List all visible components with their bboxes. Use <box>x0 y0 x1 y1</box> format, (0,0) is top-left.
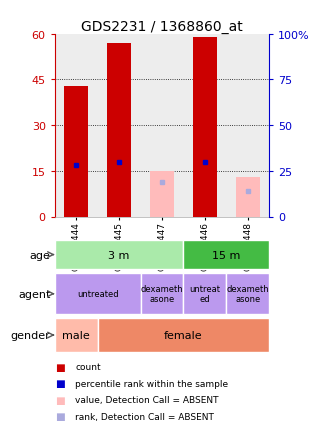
Title: GDS2231 / 1368860_at: GDS2231 / 1368860_at <box>81 20 243 34</box>
Text: value, Detection Call = ABSENT: value, Detection Call = ABSENT <box>75 395 218 404</box>
Bar <box>150 171 174 217</box>
Text: ■: ■ <box>55 362 64 372</box>
Bar <box>193 38 217 217</box>
Text: gender: gender <box>11 330 50 340</box>
Bar <box>183 273 226 315</box>
Bar <box>98 35 141 217</box>
Bar <box>236 178 259 217</box>
Text: age: age <box>30 250 50 260</box>
Text: dexameth
asone: dexameth asone <box>141 284 183 304</box>
Text: rank, Detection Call = ABSENT: rank, Detection Call = ABSENT <box>75 412 214 421</box>
Text: agent: agent <box>18 289 50 299</box>
Text: 15 m: 15 m <box>212 250 240 260</box>
Text: 3 m: 3 m <box>108 250 130 260</box>
Bar <box>55 319 98 352</box>
Bar <box>55 273 141 315</box>
Bar <box>141 35 183 217</box>
Bar <box>183 35 226 217</box>
Text: ■: ■ <box>55 395 64 404</box>
Bar <box>226 35 269 217</box>
Text: untreat
ed: untreat ed <box>189 284 220 304</box>
Text: ■: ■ <box>55 411 64 421</box>
Bar <box>183 240 269 270</box>
Text: male: male <box>62 330 90 340</box>
Bar <box>226 273 269 315</box>
Bar <box>64 86 88 217</box>
Text: percentile rank within the sample: percentile rank within the sample <box>75 379 228 388</box>
Bar <box>55 240 183 270</box>
Text: count: count <box>75 362 101 371</box>
Text: dexameth
asone: dexameth asone <box>226 284 269 304</box>
Bar <box>107 44 131 217</box>
Bar <box>55 35 98 217</box>
Text: female: female <box>164 330 203 340</box>
Bar <box>98 319 269 352</box>
Text: ■: ■ <box>55 378 64 388</box>
Bar <box>141 273 183 315</box>
Text: untreated: untreated <box>77 289 118 299</box>
